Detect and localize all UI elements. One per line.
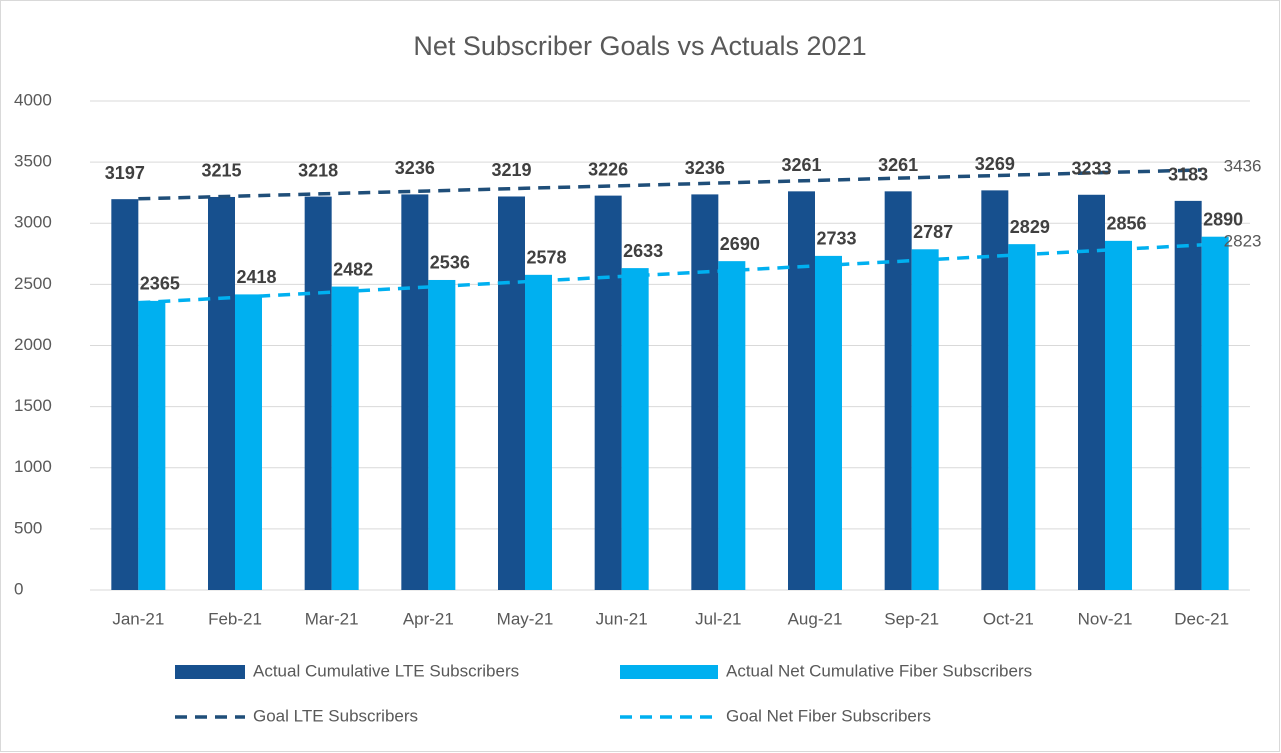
bar	[1201, 236, 1229, 590]
x-tick-label: Sep-21	[884, 609, 939, 628]
y-tick-label: 1500	[14, 396, 52, 415]
data-label: 3261	[878, 155, 918, 175]
data-label: 3261	[781, 155, 821, 175]
data-label: 2633	[623, 241, 663, 261]
bar	[525, 274, 552, 590]
bar	[884, 191, 912, 590]
legend-label: Goal LTE Subscribers	[253, 706, 418, 725]
bar	[594, 195, 622, 590]
x-tick-label: Feb-21	[208, 609, 262, 628]
x-tick-label: May-21	[497, 609, 554, 628]
data-label: 2482	[333, 259, 373, 279]
y-tick-label: 4000	[14, 90, 52, 109]
data-label: 2829	[1010, 217, 1050, 237]
x-tick-label: Mar-21	[305, 609, 359, 628]
goal-line	[138, 168, 1202, 201]
data-label: 2733	[816, 229, 856, 249]
bar	[815, 255, 842, 590]
bar	[428, 279, 456, 590]
bar	[331, 286, 359, 590]
data-label: 3218	[298, 160, 338, 180]
y-tick-label: 500	[14, 518, 42, 537]
bar	[1078, 194, 1105, 590]
bar	[1174, 200, 1202, 591]
legend-swatch	[175, 665, 245, 679]
data-label: 3183	[1168, 165, 1208, 185]
bar	[138, 300, 166, 590]
chart-title: Net Subscriber Goals vs Actuals 2021	[413, 31, 866, 61]
legend-label: Goal Net Fiber Subscribers	[726, 706, 931, 725]
data-label: 3226	[588, 159, 628, 179]
y-tick-label: 1000	[14, 457, 52, 476]
x-tick-label: Jul-21	[695, 609, 741, 628]
goal-line	[138, 243, 1202, 305]
bar	[498, 196, 525, 591]
data-label: 3236	[685, 158, 725, 178]
goal-end-label: 3436	[1224, 156, 1262, 175]
bar	[1105, 240, 1132, 590]
bar	[304, 196, 332, 591]
x-tick-label: Nov-21	[1078, 609, 1133, 628]
bar	[111, 199, 139, 590]
data-label: 2365	[140, 274, 180, 294]
data-label: 2787	[913, 222, 953, 242]
y-tick-label: 3000	[14, 213, 52, 232]
data-label: 3236	[395, 158, 435, 178]
data-label: 3197	[105, 163, 145, 183]
y-tick-label: 0	[14, 579, 23, 598]
legend-label: Actual Cumulative LTE Subscribers	[253, 661, 519, 680]
y-tick-label: 2000	[14, 335, 52, 354]
bar	[788, 191, 815, 590]
x-tick-label: Apr-21	[403, 609, 454, 628]
y-tick-label: 2500	[14, 274, 52, 293]
data-label: 2536	[430, 253, 470, 273]
data-label: 2578	[526, 248, 566, 268]
x-tick-label: Aug-21	[788, 609, 843, 628]
bar	[911, 249, 939, 590]
bar	[235, 294, 262, 590]
data-label: 2890	[1203, 209, 1243, 229]
data-label: 2856	[1106, 214, 1146, 234]
x-tick-label: Jan-21	[112, 609, 164, 628]
data-label: 3269	[975, 154, 1015, 174]
legend-swatch	[620, 665, 718, 679]
bar	[718, 261, 746, 590]
bar	[691, 194, 719, 591]
bar	[1008, 244, 1036, 590]
bar	[621, 268, 649, 590]
bar	[981, 190, 1009, 590]
data-label: 3215	[201, 161, 241, 181]
legend-label: Actual Net Cumulative Fiber Subscribers	[726, 661, 1032, 680]
data-label: 2418	[236, 267, 276, 287]
goal-end-label: 2823	[1224, 231, 1262, 250]
bar	[208, 196, 235, 590]
data-label: 2690	[720, 234, 760, 254]
data-label: 3233	[1071, 159, 1111, 179]
x-tick-label: Jun-21	[596, 609, 648, 628]
bar	[401, 194, 429, 591]
y-tick-label: 3500	[14, 152, 52, 171]
x-tick-label: Dec-21	[1174, 609, 1229, 628]
x-tick-label: Oct-21	[983, 609, 1034, 628]
data-label: 3219	[491, 160, 531, 180]
